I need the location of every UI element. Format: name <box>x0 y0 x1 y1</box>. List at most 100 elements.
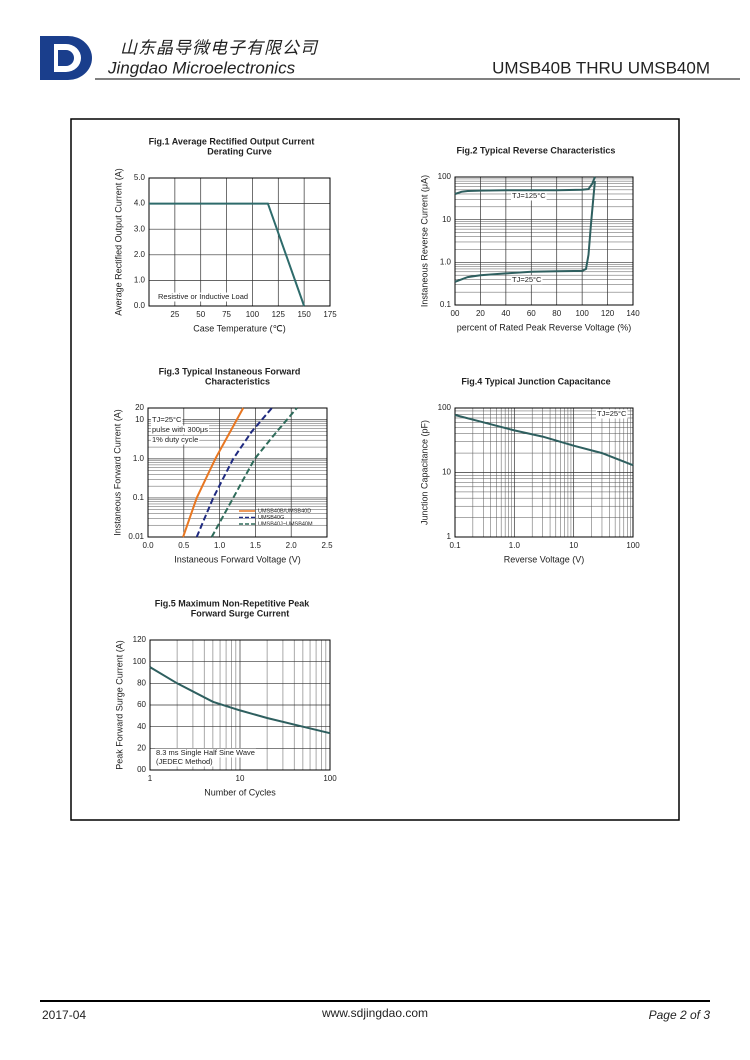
x-tick-label: 1 <box>148 774 153 783</box>
plot-frame <box>454 176 634 306</box>
part-number: UMSB40B THRU UMSB40M <box>492 58 710 77</box>
y-tick-label: 10 <box>135 415 144 424</box>
y-axis-label: Peak Forward Surge Current (A) <box>114 640 124 770</box>
y-tick-label: 10 <box>442 468 451 477</box>
chart-title: Fig.5 Maximum Non-Repetitive Peak <box>155 598 311 608</box>
y-tick-label: 0.1 <box>440 300 452 309</box>
y-tick-label: 2.0 <box>134 250 146 259</box>
y-tick-label: 5.0 <box>134 173 146 182</box>
data-line <box>182 407 245 538</box>
annotation: pulse with 300μs <box>152 425 208 434</box>
x-tick-label: 175 <box>323 310 337 319</box>
logo <box>40 36 92 80</box>
y-tick-label: 100 <box>438 403 452 412</box>
annotation-bg <box>155 757 214 767</box>
x-tick-label: 1.0 <box>509 541 521 550</box>
x-tick-label: 80 <box>552 309 561 318</box>
y-tick-label: 10 <box>442 215 451 224</box>
legend-label: UMSB40J~UMSB40M <box>258 521 313 527</box>
y-tick-label: 60 <box>137 700 146 709</box>
y-tick-label: 1 <box>447 532 452 541</box>
y-axis-label: Instaneous Reverse Current (μA) <box>419 175 429 307</box>
y-axis-label: Junction Capacitance (pF) <box>419 420 429 525</box>
plot-frame <box>147 407 328 538</box>
data-line <box>454 181 596 283</box>
y-tick-label: 0.0 <box>134 301 146 310</box>
x-tick-label: 50 <box>196 310 205 319</box>
x-tick-label: 100 <box>626 541 640 550</box>
y-tick-label: 3.0 <box>134 224 146 233</box>
footer-page: Page 2 of 3 <box>649 1008 711 1022</box>
data-line <box>149 666 331 735</box>
data-line <box>195 407 273 538</box>
annotation-bg <box>157 292 250 302</box>
data-line <box>149 202 306 307</box>
x-tick-label: 150 <box>297 310 311 319</box>
x-tick-label: 100 <box>323 774 337 783</box>
x-tick-label: 2.5 <box>321 541 333 550</box>
x-axis-label: Case Temperature (℃) <box>193 323 285 333</box>
y-axis-label: Average Rectified Output Current (A) <box>113 168 123 315</box>
x-tick-label: 25 <box>170 310 179 319</box>
footer-date: 2017-04 <box>42 1008 86 1022</box>
chart-title: Characteristics <box>205 376 270 386</box>
chart-title: Fig.4 Typical Junction Capacitance <box>461 376 610 386</box>
y-tick-label: 1.0 <box>440 257 452 266</box>
x-tick-label: 0.5 <box>178 541 190 550</box>
company-en: Jingdao Microelectronics <box>107 58 296 77</box>
chart-title: Fig.1 Average Rectified Output Current <box>149 136 315 146</box>
chart-title: Fig.3 Typical Instaneous Forward <box>159 366 301 376</box>
y-tick-label: 0.01 <box>128 532 144 541</box>
y-axis-label: Instaneous Forward Current (A) <box>112 409 122 536</box>
annotation: TJ=25°C <box>152 415 182 424</box>
x-tick-label: 10 <box>236 774 245 783</box>
legend-label: UMSB40B/UMSB40D <box>258 508 311 514</box>
annotation-bg <box>151 435 200 445</box>
x-tick-label: 120 <box>601 309 615 318</box>
x-tick-label: 0.0 <box>142 541 154 550</box>
annotation-bg <box>155 748 256 758</box>
chart-title: Fig.2 Typical Reverse Characteristics <box>457 145 616 155</box>
plot-frame <box>149 639 331 771</box>
annotation: (JEDEC Method) <box>156 757 213 766</box>
annotation-bg <box>511 191 547 201</box>
y-tick-label: 0.1 <box>133 493 145 502</box>
annotation: TJ=25°C <box>597 409 627 418</box>
company-cn: 山东晶导微电子有限公司 <box>120 38 319 57</box>
y-tick-label: 1.0 <box>133 454 145 463</box>
x-tick-label: 00 <box>451 309 460 318</box>
x-tick-label: 100 <box>246 310 260 319</box>
x-axis-label: Reverse Voltage (V) <box>504 554 585 564</box>
y-tick-label: 120 <box>133 635 147 644</box>
y-tick-label: 100 <box>438 172 452 181</box>
x-tick-label: 20 <box>476 309 485 318</box>
plot-frame <box>454 407 634 538</box>
y-tick-label: 00 <box>137 765 146 774</box>
x-tick-label: 2.0 <box>286 541 298 550</box>
annotation: TJ=25°C <box>512 275 542 284</box>
x-tick-label: 100 <box>575 309 589 318</box>
annotation-bg <box>151 415 183 425</box>
x-axis-label: Instaneous Forward Voltage (V) <box>174 554 301 564</box>
x-axis-label: Number of Cycles <box>204 787 276 797</box>
x-tick-label: 1.5 <box>250 541 262 550</box>
plot-frame <box>148 177 331 307</box>
x-tick-label: 125 <box>272 310 286 319</box>
chart-title: Forward Surge Current <box>191 608 290 618</box>
x-tick-label: 140 <box>626 309 640 318</box>
figure-frame <box>70 118 680 821</box>
x-tick-label: 60 <box>527 309 536 318</box>
y-tick-label: 20 <box>137 743 146 752</box>
chart-title: Derating Curve <box>207 146 272 156</box>
data-line <box>210 407 298 538</box>
annotation: Resistive or Inductive Load <box>158 292 248 301</box>
annotation: 8.3 ms Single Half Sine Wave <box>156 748 255 757</box>
footer-website: www.sdjingdao.com <box>321 1006 428 1020</box>
y-tick-label: 100 <box>133 657 147 666</box>
annotation-bg <box>511 275 543 285</box>
y-tick-label: 80 <box>137 678 146 687</box>
data-line <box>454 176 596 195</box>
y-tick-label: 1.0 <box>134 276 146 285</box>
